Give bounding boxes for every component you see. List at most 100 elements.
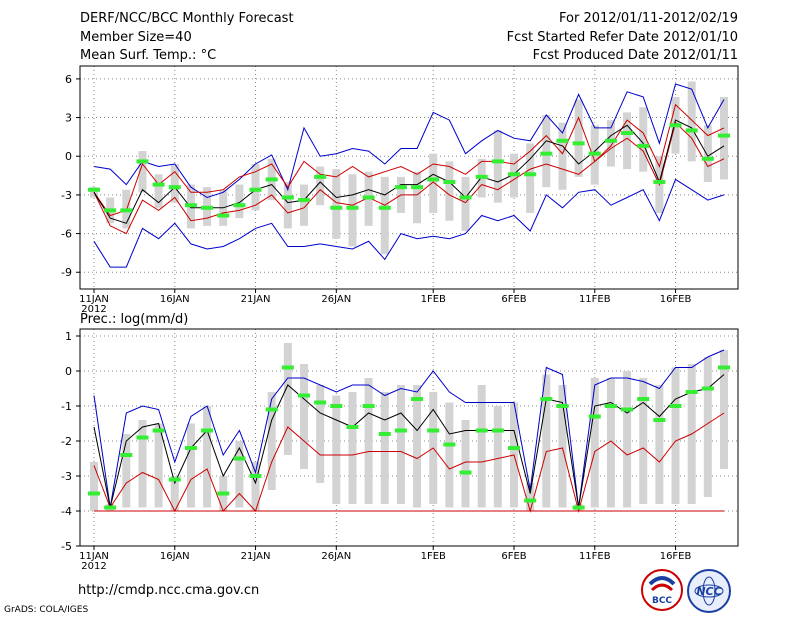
median-marker [443,180,456,185]
lower-spread-line [93,121,725,235]
plot-frame [79,328,739,547]
median-marker [653,180,666,185]
ensemble-box [558,122,567,190]
ensemble-box [138,151,147,193]
x-tick-label: 26JAN [321,294,351,305]
median-marker [718,365,730,370]
ensemble-box [703,125,712,183]
mean-line [93,374,725,508]
median-marker [298,198,310,203]
median-marker [588,414,601,419]
mean-line [93,119,725,224]
median-marker [136,435,149,440]
median-marker [168,477,181,482]
median-marker [201,428,214,433]
median-marker [314,400,327,405]
header-start-date: Fcst Started Refer Date 2012/01/10 [506,30,738,45]
ensemble-box [461,420,470,508]
median-marker [298,393,310,398]
ensemble-box [445,161,454,221]
ensemble-box [90,462,98,511]
ensemble-box [380,392,389,504]
median-marker [508,172,520,177]
min-line [93,178,725,268]
plot-frame [79,65,739,290]
ensemble-box [235,184,244,219]
x-tick-label: 1FEB [421,551,446,562]
median-marker [362,404,375,408]
ensemble-box [639,107,648,172]
median-marker [540,151,553,156]
median-marker [281,195,294,200]
ensemble-box [687,81,696,162]
ensemble-box [526,143,535,213]
ensemble-box [542,374,551,508]
precip-panel-title: Prec.: log(mm/d) [80,312,188,327]
y-tick-label: -2 [61,435,72,448]
median-marker [217,213,230,218]
median-marker [459,195,472,200]
median-marker [249,474,262,478]
ensemble-box [606,120,615,167]
ensemble-box [526,483,535,511]
x-tick-label: 11JAN [79,551,109,562]
median-marker [394,185,407,190]
ensemble-box [170,163,179,203]
source-url[interactable]: http://cmdp.ncc.cma.gov.cn [78,583,260,598]
ensemble-box [251,462,260,511]
ensemble-box [703,357,712,497]
median-marker [281,365,294,370]
lower-spread-line [93,412,725,513]
ensemble-box [606,378,615,508]
y-tick-label: -4 [61,505,72,518]
median-marker [362,195,375,200]
median-marker [265,177,278,182]
ensemble-box [138,420,147,508]
ensemble-box [348,174,357,247]
x-tick-label: 11FEB [579,294,611,305]
ensemble-box [429,153,438,213]
median-marker [685,128,698,133]
x-tick-label: 1FEB [421,294,446,305]
median-marker [249,187,262,192]
median-marker [184,446,197,450]
median-marker [314,174,327,179]
median-marker [637,397,650,401]
median-marker [475,428,488,433]
median-marker [685,390,698,394]
header-title: DERF/NCC/BCC Monthly Forecast [80,11,294,26]
ensemble-box [316,166,325,206]
y-tick-label: 0 [65,365,72,378]
median-marker [233,456,246,461]
median-marker [411,185,424,190]
ensemble-box [316,385,325,483]
median-marker [217,491,230,496]
median-marker [524,498,537,503]
header-period: For 2012/01/11-2012/02/19 [559,11,738,26]
median-marker [152,428,165,433]
ensemble-box [332,169,341,239]
median-marker [572,141,585,146]
median-marker [378,205,391,210]
median-marker [701,386,714,391]
median-marker [120,453,133,457]
header-produced-date: Fcst Produced Date 2012/01/11 [532,48,738,63]
ensemble-box [186,423,195,508]
y-tick-label: 6 [65,73,72,86]
ensemble-box [154,423,163,508]
y-tick-label: -1 [61,400,72,413]
ensemble-box [623,112,632,170]
x-tick-label: 16JAN [160,551,190,562]
x-tick-year: 2012 [81,561,106,572]
ensemble-box [203,406,212,508]
ensemble-box [154,174,163,208]
x-tick-label: 11FEB [579,551,611,562]
x-tick-label: 26JAN [321,551,351,562]
ensemble-box [413,171,422,224]
max-line [93,349,725,508]
median-marker [540,397,553,401]
y-tick-label: -6 [61,228,72,241]
median-marker [508,446,520,450]
median-marker [346,205,359,210]
